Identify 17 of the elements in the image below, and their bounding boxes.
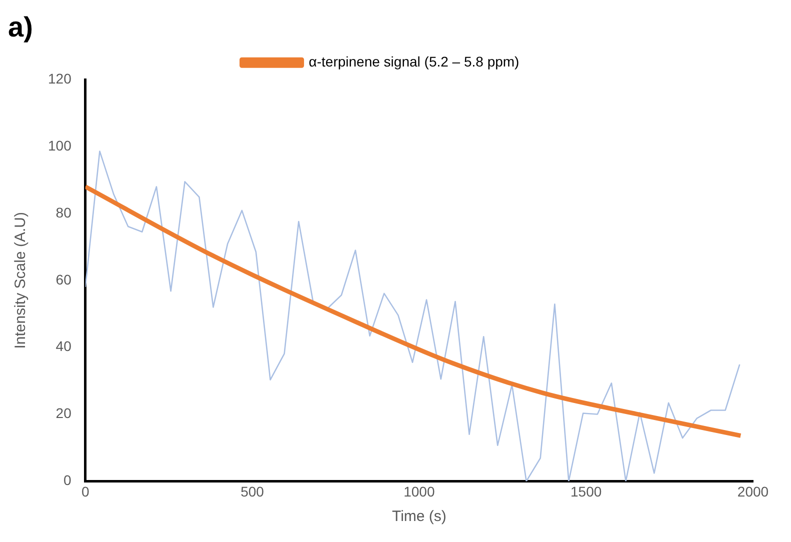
- x-tick-label: 0: [81, 483, 90, 500]
- legend-label: α-terpinene signal (5.2 – 5.8 ppm): [308, 53, 520, 70]
- x-tick-label: 1000: [404, 483, 435, 500]
- y-tick-label: 20: [56, 405, 72, 422]
- y-tick-label: 40: [56, 338, 72, 354]
- x-axis-title: Time (s): [392, 508, 446, 526]
- y-tick-label: 60: [56, 271, 72, 288]
- y-tick-label: 100: [48, 137, 72, 154]
- x-tick-label: 1500: [570, 483, 602, 500]
- y-tick-label: 80: [56, 204, 72, 220]
- chart-title: a): [8, 12, 33, 43]
- y-axis-title: Intensity Scale (A.U): [12, 212, 30, 349]
- x-tick-label: 2000: [737, 483, 769, 500]
- y-tick-label: 120: [48, 70, 72, 86]
- y-tick-label: 0: [64, 472, 72, 488]
- line-series: [85, 184, 743, 438]
- x-tick-label: 500: [240, 483, 264, 500]
